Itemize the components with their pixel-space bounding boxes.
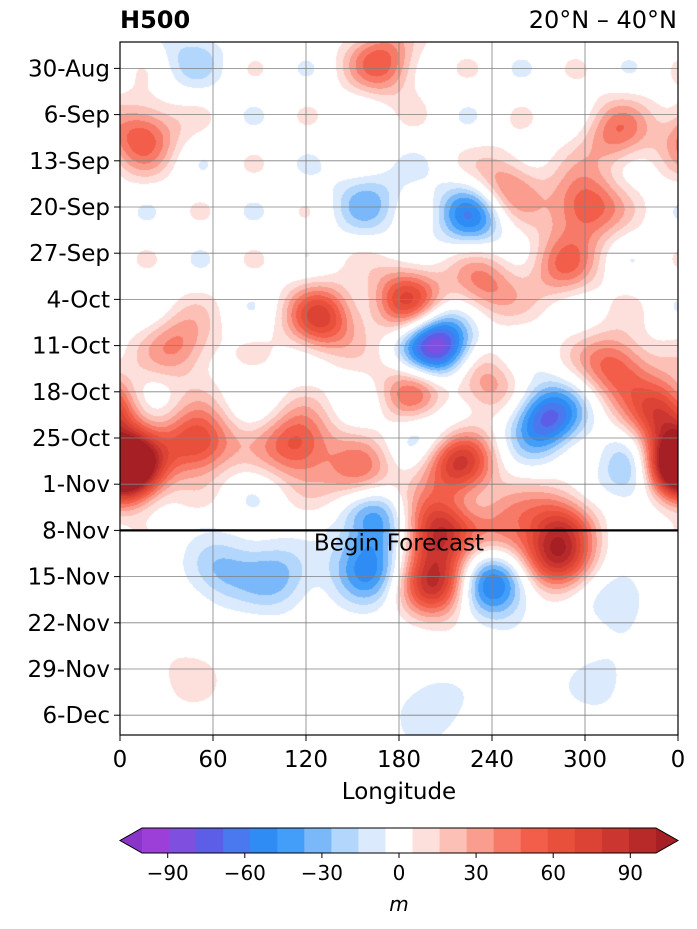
colorbar-tick-label: −30: [301, 861, 343, 885]
colorbar-swatch: [439, 828, 468, 853]
colorbar-tick-label: −90: [147, 861, 189, 885]
colorbar: −90 −60 −30 0 30 60 90: [118, 827, 680, 885]
colorbar-swatch: [142, 828, 170, 853]
y-tick-label: 30-Aug: [28, 56, 110, 82]
y-tick-label: 8-Nov: [42, 518, 110, 544]
colorbar-swatch: [412, 828, 441, 853]
y-tick-label: 20-Sep: [29, 195, 110, 221]
y-tick-label: 25-Oct: [32, 426, 110, 452]
colorbar-swatch: [547, 828, 576, 853]
colorbar-swatch: [169, 828, 197, 853]
colorbar-extend-high: [656, 828, 678, 853]
y-tick-label: 13-Sep: [29, 149, 110, 175]
y-tick-label: 11-Oct: [32, 334, 110, 360]
colorbar-swatch: [520, 828, 549, 853]
colorbar-swatch: [250, 828, 278, 853]
y-tick-label: 6-Sep: [44, 103, 110, 129]
x-axis: 0 60 120 180 240 300 0: [113, 735, 686, 773]
colorbar-tick-label: 0: [393, 861, 406, 885]
colorbar-swatch: [277, 828, 305, 853]
colorbar-swatch: [493, 828, 522, 853]
y-tick-label: 22-Nov: [28, 611, 110, 637]
x-axis-label: Longitude: [342, 779, 456, 805]
colorbar-swatch: [628, 828, 657, 853]
colorbar-swatch: [601, 828, 630, 853]
colorbar-swatch: [466, 828, 495, 853]
x-tick-label: 120: [284, 747, 328, 773]
colorbar-extend-low: [120, 828, 142, 853]
chart-title-right: 20°N – 40°N: [528, 6, 677, 34]
colorbar-outline: [118, 827, 680, 854]
y-tick-label: 4-Oct: [47, 287, 110, 313]
y-axis: 30-Aug 6-Sep 13-Sep 20-Sep 27-Sep 4-Oct 11-Oct…: [28, 56, 120, 729]
y-tick-label: 1-Nov: [42, 472, 110, 498]
forecast-marker: Begin Forecast: [120, 529, 678, 556]
colorbar-swatch: [385, 828, 414, 853]
colorbar-swatch: [331, 828, 360, 853]
x-tick-label: 0: [113, 747, 128, 773]
colorbar-tick-label: −60: [224, 861, 266, 885]
colorbar-swatch: [358, 828, 387, 853]
colorbar-swatch: [196, 828, 224, 853]
y-tick-label: 6-Dec: [43, 703, 110, 729]
x-tick-label: 0: [671, 747, 686, 773]
colorbar-tick-label: 60: [540, 861, 565, 885]
colorbar-swatch: [304, 828, 332, 853]
chart-title-left: H500: [120, 6, 191, 34]
y-tick-label: 29-Nov: [28, 657, 110, 683]
y-tick-label: 27-Sep: [29, 241, 110, 267]
colorbar-swatch: [223, 828, 251, 853]
colorbar-tick-label: 90: [618, 861, 643, 885]
colorbar-swatch: [574, 828, 603, 853]
y-tick-label: 18-Oct: [32, 380, 110, 406]
forecast-label: Begin Forecast: [314, 530, 484, 556]
colorbar-label: m: [389, 892, 408, 916]
colorbar-tick-label: 30: [463, 861, 488, 885]
x-tick-label: 240: [470, 747, 514, 773]
x-tick-label: 180: [377, 747, 421, 773]
y-tick-label: 15-Nov: [28, 565, 110, 591]
x-tick-label: 300: [563, 747, 607, 773]
x-tick-label: 60: [198, 747, 227, 773]
